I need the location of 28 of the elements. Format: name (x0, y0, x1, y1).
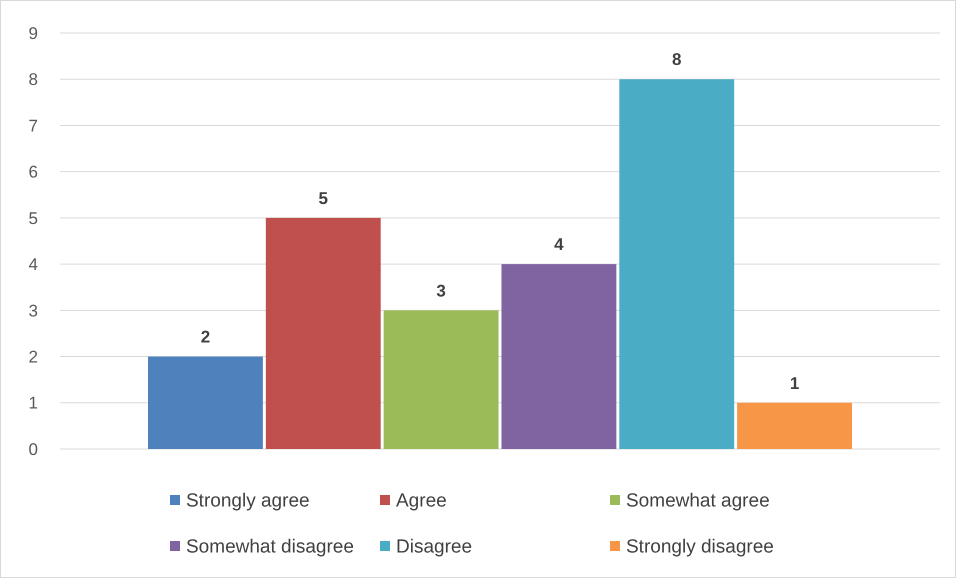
y-tick-label: 0 (28, 440, 38, 459)
y-tick-label: 2 (28, 348, 38, 367)
bar (266, 218, 381, 449)
legend-label: Strongly agree (186, 490, 310, 512)
legend-label: Strongly disagree (626, 536, 774, 558)
bar (737, 402, 852, 449)
data-label: 1 (790, 374, 800, 393)
y-tick-label: 7 (28, 116, 38, 136)
y-tick-label: 4 (28, 255, 38, 274)
data-label: 2 (200, 328, 210, 347)
legend-label: Somewhat agree (626, 490, 770, 512)
data-label: 3 (436, 281, 446, 300)
data-label: 8 (672, 50, 682, 70)
legend-label: Disagree (396, 536, 472, 558)
bar (501, 264, 616, 449)
data-label: 4 (554, 235, 564, 254)
y-tick-label: 6 (28, 162, 38, 182)
y-tick-label: 1 (28, 394, 38, 413)
y-tick-label: 8 (28, 70, 38, 90)
y-tick-label: 5 (28, 208, 38, 228)
bar (619, 79, 734, 449)
legend-label: Somewhat disagree (186, 536, 354, 558)
data-label: 5 (318, 188, 328, 208)
bar (384, 310, 499, 449)
bar (148, 356, 263, 449)
y-tick-label: 3 (28, 301, 38, 320)
y-tick-label: 9 (28, 24, 38, 43)
legend-label: Agree (396, 490, 447, 512)
